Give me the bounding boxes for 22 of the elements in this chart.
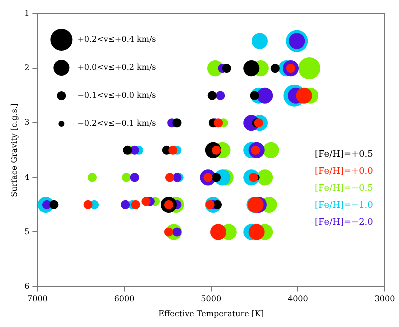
x-tick-label: 5000 [201,294,222,304]
y-tick-label: 4 [24,172,30,182]
text: [Fe/H]=−0.5 [315,184,374,194]
y-axis-title: Surface Gravity [c.g.s.] [10,103,19,198]
text: [Fe/H]=−2.0 [315,218,374,228]
y-tick-label: 2 [24,64,30,73]
text: [Fe/H]=+0.0 [315,167,374,178]
x-tick-label: 6000 [114,294,135,304]
x-tick-label: 4000 [288,294,308,304]
x-axis-title: Effective Temperature [K] [158,309,264,318]
text: [Fe/H]=+0.5 [315,150,374,160]
y-tick-label: 5 [24,227,30,236]
y-tick-label: 6 [24,282,30,291]
legend-label: +0.0<v≤+0.2 km/s [78,63,156,72]
text: [Fe/H]=−1.0 [315,201,374,212]
x-tick-label: 3000 [374,294,396,304]
legend-label: +0.2<v≤+0.4 km/s [78,35,156,44]
y-tick-label: 1 [24,9,30,18]
x-tick-label: 7000 [28,294,48,304]
legend-label: −0.1<v≤+0.0 km/s [78,91,156,100]
y-tick-label: 3 [24,118,30,128]
legend-label: −0.2<v≤−0.1 km/s [78,119,156,128]
